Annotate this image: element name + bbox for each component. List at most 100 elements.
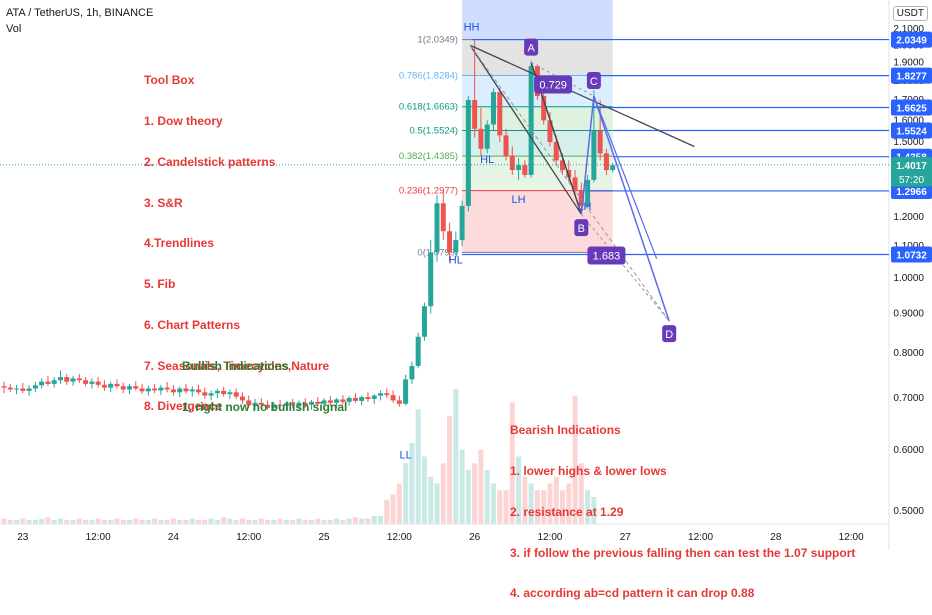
pattern-ratio-line: [580, 213, 670, 322]
volume-bar: [32, 519, 38, 524]
bullish-item: 1. right now no bullish signal: [182, 399, 348, 414]
volume-bar: [365, 518, 371, 524]
candle-body: [7, 387, 13, 390]
volume-bar: [14, 519, 20, 524]
volume-bar: [566, 483, 572, 524]
fib-level-label: 0.618(1.6663): [399, 102, 458, 113]
fib-zone: [462, 190, 613, 253]
candle-body: [89, 381, 95, 384]
fib-level-label: 0.5(1.5524): [410, 125, 459, 136]
volume-bar: [516, 456, 522, 524]
volume-layer: [1, 389, 597, 524]
candle-body: [252, 402, 258, 406]
bearish-title: Bearish Indications: [510, 423, 621, 438]
drawings-layer[interactable]: A B C D 0.729 1.683 HH HL LH LH HL LL: [0, 22, 889, 462]
volume-bar: [409, 443, 415, 524]
toolbox-item: 1. Dow theory: [144, 113, 223, 128]
volume-bar: [177, 519, 183, 524]
level-price-badge: [891, 99, 932, 116]
candle-body: [277, 404, 283, 406]
price-tick-label: 2.1000: [893, 24, 924, 35]
currency-button[interactable]: USDT: [892, 6, 928, 21]
candle-body: [334, 399, 340, 403]
candle-body: [440, 203, 446, 232]
fib-level-label: 1(2.0349): [417, 35, 458, 46]
candle-body: [516, 165, 522, 171]
volume-label: Vol: [6, 23, 22, 35]
fib-level-label: 0(1.0799): [417, 247, 458, 258]
volume-bar: [396, 483, 402, 524]
candle-body: [415, 336, 421, 366]
candle-body: [553, 142, 559, 161]
candle-body: [365, 397, 371, 399]
time-tick-label: 25: [318, 532, 330, 543]
time-tick-label: 23: [17, 532, 29, 543]
volume-bar: [133, 518, 139, 524]
volume-bar: [352, 517, 358, 524]
symbol-title: ATA / TetherUS, 1h, BINANCE: [6, 7, 154, 19]
candle-body: [484, 124, 490, 149]
candle-body: [108, 383, 114, 388]
volume-bar: [114, 518, 120, 524]
candle-body: [522, 165, 528, 175]
candle-body: [233, 392, 239, 397]
price-tick-label: 0.7000: [893, 393, 924, 404]
volume-bar: [459, 449, 465, 524]
candle-body: [45, 381, 51, 384]
bearish-item: 4. according ab=cd pattern it can drop 0…: [510, 586, 755, 601]
candle-body: [421, 306, 427, 337]
toolbox-item: 5. Fib: [144, 277, 176, 292]
volume-bar: [522, 476, 528, 524]
bullish-title: Bullish Indications: [182, 359, 289, 374]
price-badge-label: 1.5524: [896, 126, 927, 137]
candle-body: [490, 92, 496, 125]
candle-body: [177, 388, 183, 393]
candle-body: [503, 135, 509, 156]
volume-bar: [145, 519, 151, 524]
candle-body: [478, 128, 484, 149]
pattern-point-badge: [662, 325, 677, 343]
volume-bar: [252, 519, 258, 524]
volume-bar: [239, 518, 245, 524]
volume-bar: [183, 519, 189, 524]
volume-bar: [308, 519, 314, 524]
structure-label: HH: [464, 22, 480, 34]
volume-bar: [321, 519, 327, 524]
candle-body: [403, 379, 409, 404]
candle-body: [258, 402, 264, 405]
price-axis[interactable]: 2.10002.00001.90001.80001.70001.60001.50…: [891, 24, 932, 517]
candle-body: [566, 170, 572, 178]
structure-label: HL: [449, 254, 463, 266]
candle-body: [528, 66, 534, 175]
volume-bar: [390, 494, 396, 524]
candle-body: [572, 177, 578, 191]
candle-body: [20, 388, 26, 391]
time-tick-label: 12:00: [839, 532, 864, 543]
volume-bar: [202, 519, 208, 524]
toolbox-item: 8. Divergence: [144, 399, 223, 414]
fib-level-label: 0.382(1.4385): [399, 151, 458, 162]
price-badge-label: 2.0349: [896, 36, 927, 47]
bullish-note: Bullish Indications 1. right now no bull…: [182, 333, 347, 428]
price-tick-label: 1.5000: [893, 137, 924, 148]
volume-bar: [578, 463, 584, 524]
candle-body: [120, 386, 126, 390]
volume-bar: [428, 476, 434, 524]
volume-bar: [108, 519, 114, 524]
candle-body: [465, 99, 471, 206]
candle-body: [196, 389, 202, 393]
volume-bar: [26, 519, 32, 524]
volume-bar: [434, 483, 440, 524]
price-tick-label: 0.6000: [893, 445, 924, 456]
time-tick-label: 28: [770, 532, 782, 543]
candle-body: [39, 381, 45, 386]
candle-body: [76, 378, 82, 381]
volume-bar: [120, 519, 126, 524]
candle-body: [1, 386, 7, 388]
price-chart[interactable]: 1(2.0349) 0.786(1.8284) 0.618(1.6663) 0.5(1…: [0, 0, 932, 550]
volume-bar: [478, 449, 484, 524]
candle-body: [26, 388, 32, 391]
volume-bar: [585, 490, 591, 524]
volume-bar: [95, 518, 101, 524]
candle-body: [32, 385, 38, 389]
